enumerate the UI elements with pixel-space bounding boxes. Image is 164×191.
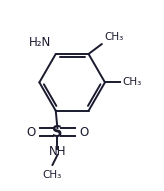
Text: CH₃: CH₃ xyxy=(43,170,62,180)
Text: CH₃: CH₃ xyxy=(104,32,123,42)
Text: H₂N: H₂N xyxy=(29,36,51,49)
Text: O: O xyxy=(79,126,88,139)
Text: S: S xyxy=(52,125,63,140)
Text: NH: NH xyxy=(49,145,66,158)
Text: O: O xyxy=(27,126,36,139)
Text: CH₃: CH₃ xyxy=(122,77,141,87)
